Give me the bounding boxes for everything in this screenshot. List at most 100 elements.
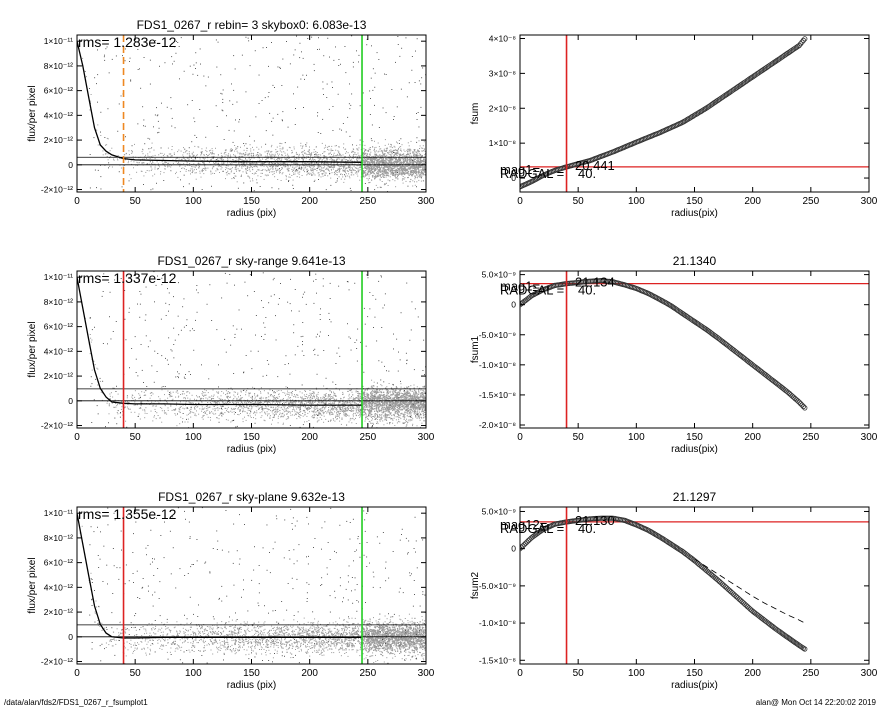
scatter-point xyxy=(257,155,259,157)
scatter-point xyxy=(385,158,387,159)
scatter-point xyxy=(357,149,359,151)
scatter-point xyxy=(261,411,263,413)
scatter-point xyxy=(318,165,320,167)
scatter-point xyxy=(287,164,289,166)
scatter-point xyxy=(404,177,406,179)
scatter-point xyxy=(419,161,421,163)
scatter-point xyxy=(292,409,294,411)
scatter-point xyxy=(285,175,287,177)
scatter-point xyxy=(283,165,285,167)
scatter-point xyxy=(378,159,380,161)
scatter-point xyxy=(279,159,281,161)
scatter-point xyxy=(258,157,260,159)
scatter-point xyxy=(102,150,104,152)
scatter-point xyxy=(260,406,262,408)
scatter-point xyxy=(298,173,300,175)
scatter-point xyxy=(394,170,396,172)
scatter-point xyxy=(108,162,110,164)
scatter-point xyxy=(399,407,400,408)
scatter-point xyxy=(193,159,195,161)
scatter-point xyxy=(404,159,406,161)
scatter-point xyxy=(424,154,426,155)
scatter-point xyxy=(321,399,323,401)
y-tick-label: 4×10⁻⁸ xyxy=(489,33,517,43)
scatter-point xyxy=(270,395,271,397)
scatter-point xyxy=(373,159,375,161)
scatter-point xyxy=(336,153,338,155)
scatter-point xyxy=(421,150,423,152)
scatter-point xyxy=(332,168,334,170)
scatter-point xyxy=(393,163,395,165)
scatter-point xyxy=(285,154,287,156)
scatter-point xyxy=(301,167,303,169)
scatter-point xyxy=(173,409,175,411)
scatter-point xyxy=(234,145,236,146)
scatter-point xyxy=(151,163,153,165)
scatter-point xyxy=(384,169,387,171)
scatter-point xyxy=(319,157,321,159)
scatter-point xyxy=(367,173,369,176)
scatter-point xyxy=(310,155,311,157)
scatter-point xyxy=(131,163,133,165)
scatter-point xyxy=(344,174,345,176)
scatter-point xyxy=(141,170,143,172)
scatter-point xyxy=(312,160,314,162)
scatter-point xyxy=(393,152,394,153)
scatter-point xyxy=(407,176,409,179)
scatter-point xyxy=(167,166,169,168)
scatter-point xyxy=(212,157,214,159)
scatter-point xyxy=(398,153,400,155)
scatter-point xyxy=(383,176,385,178)
scatter-point xyxy=(374,167,377,169)
scatter-point xyxy=(179,163,181,165)
scatter-point xyxy=(194,156,196,158)
scatter-point xyxy=(108,72,110,74)
scatter-point xyxy=(144,125,146,127)
scatter-point xyxy=(243,165,245,167)
scatter-point xyxy=(294,405,296,407)
scatter-point xyxy=(386,158,388,160)
scatter-point xyxy=(247,159,249,161)
scatter-point xyxy=(247,153,249,155)
scatter-point xyxy=(409,160,411,162)
scatter-point xyxy=(367,179,369,181)
scatter-point xyxy=(182,156,184,158)
scatter-point xyxy=(375,169,377,170)
scatter-point xyxy=(347,116,349,118)
scatter-point xyxy=(385,414,387,416)
scatter-point xyxy=(424,169,426,171)
scatter-point xyxy=(348,395,350,397)
x-tick-label: 250 xyxy=(802,196,819,207)
scatter-point xyxy=(418,126,420,128)
scatter-point xyxy=(312,168,314,170)
scatter-point xyxy=(404,158,406,159)
scatter-point xyxy=(346,151,347,153)
scatter-point xyxy=(400,146,402,148)
scatter-point xyxy=(355,423,357,424)
scatter-point xyxy=(154,114,156,116)
scatter-point xyxy=(402,167,404,169)
scatter-point xyxy=(385,170,387,171)
scatter-point xyxy=(393,157,395,159)
scatter-point xyxy=(242,153,244,155)
scatter-point xyxy=(314,168,316,170)
scatter-point xyxy=(335,387,337,389)
scatter-point xyxy=(281,157,283,159)
scatter-point xyxy=(357,392,359,394)
scatter-point xyxy=(404,150,406,152)
scatter-point xyxy=(241,159,243,161)
scatter-point xyxy=(333,59,335,61)
scatter-point xyxy=(389,158,391,160)
scatter-point xyxy=(404,413,406,415)
scatter-point xyxy=(415,152,417,154)
scatter-point xyxy=(151,168,153,170)
scatter-point xyxy=(390,155,392,157)
scatter-point xyxy=(248,169,250,171)
scatter-point xyxy=(417,165,419,167)
scatter-point xyxy=(352,151,354,153)
scatter-point xyxy=(422,166,424,168)
scatter-point xyxy=(398,171,401,173)
scatter-point xyxy=(331,81,333,83)
scatter-point xyxy=(227,162,229,164)
scatter-point xyxy=(220,92,222,94)
